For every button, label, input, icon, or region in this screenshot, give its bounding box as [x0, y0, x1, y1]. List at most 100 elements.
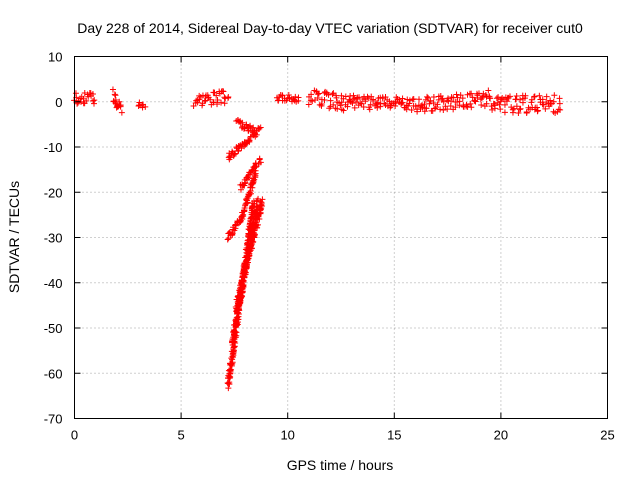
data-point	[211, 89, 218, 96]
data-point	[333, 94, 340, 101]
data-point	[227, 368, 234, 375]
data-point	[314, 91, 321, 98]
data-point	[308, 91, 315, 98]
data-point	[434, 101, 441, 108]
data-point	[501, 109, 508, 116]
data-point	[243, 140, 250, 147]
data-point	[295, 94, 302, 101]
data-point	[496, 101, 503, 108]
data-point	[229, 359, 236, 366]
data-point	[468, 90, 475, 97]
data-point	[112, 92, 119, 99]
data-point	[247, 217, 254, 224]
data-point	[416, 96, 423, 103]
data-point	[327, 97, 334, 104]
data-point	[315, 90, 322, 97]
data-point	[251, 227, 258, 234]
data-point	[258, 200, 265, 207]
data-point	[252, 160, 259, 167]
data-point	[117, 102, 124, 109]
data-point	[406, 97, 413, 104]
y-tick-label: -70	[44, 412, 63, 427]
data-point	[427, 97, 434, 104]
data-point	[459, 95, 466, 102]
data-point	[392, 100, 399, 107]
data-point	[255, 213, 262, 220]
data-point	[201, 98, 208, 105]
data-point	[225, 94, 232, 101]
data-point	[487, 95, 494, 102]
data-point	[232, 316, 239, 323]
data-point	[344, 103, 351, 110]
data-point	[456, 98, 463, 105]
data-point	[330, 101, 337, 108]
data-point	[214, 101, 221, 108]
data-point	[241, 125, 248, 132]
data-point	[249, 238, 256, 245]
data-point	[469, 94, 476, 101]
data-point	[325, 91, 332, 98]
data-point	[448, 98, 455, 105]
data-point	[292, 93, 299, 100]
data-point	[356, 94, 363, 101]
data-point	[493, 95, 500, 102]
data-point	[516, 106, 523, 113]
data-point	[374, 99, 381, 106]
data-point	[454, 94, 461, 101]
data-point	[353, 99, 360, 106]
data-point	[229, 231, 236, 238]
data-point	[556, 95, 563, 102]
data-point	[485, 87, 492, 94]
data-point	[351, 104, 358, 111]
data-point	[358, 100, 365, 107]
data-point	[495, 94, 502, 101]
data-point	[362, 98, 369, 105]
y-tick-label: -60	[44, 366, 63, 381]
x-tick-label: 15	[387, 428, 401, 443]
data-point	[321, 96, 328, 103]
x-tick-label: 0	[71, 428, 78, 443]
data-point	[250, 124, 257, 131]
data-point	[118, 109, 125, 116]
data-point	[453, 91, 460, 98]
data-point	[235, 293, 242, 300]
data-point	[366, 106, 373, 113]
data-point	[90, 97, 97, 104]
data-point	[89, 91, 96, 98]
data-point	[543, 93, 550, 100]
data-point	[452, 104, 459, 111]
data-point	[233, 305, 240, 312]
data-point	[202, 97, 209, 104]
data-point	[259, 196, 266, 203]
data-point	[285, 91, 292, 98]
data-point	[329, 91, 336, 98]
data-point	[557, 106, 564, 113]
data-point	[509, 106, 516, 113]
data-point	[517, 105, 524, 112]
data-point	[491, 102, 498, 109]
data-point	[245, 255, 252, 262]
data-point	[412, 103, 419, 110]
data-point	[408, 106, 415, 113]
data-point	[556, 100, 563, 107]
data-point	[403, 106, 410, 113]
data-point	[210, 99, 217, 106]
data-point	[213, 92, 220, 99]
data-point	[489, 106, 496, 113]
x-axis-label: GPS time / hours	[287, 457, 394, 473]
y-tick-label: -30	[44, 231, 63, 246]
data-point	[305, 101, 312, 108]
data-point	[242, 202, 249, 209]
data-point	[468, 104, 475, 111]
data-point	[221, 100, 228, 107]
data-point	[483, 100, 490, 107]
data-point	[555, 106, 562, 113]
data-point	[334, 105, 341, 112]
data-point	[517, 96, 524, 103]
data-point	[232, 150, 239, 157]
data-points	[71, 86, 564, 392]
data-point	[257, 159, 264, 166]
data-point	[497, 106, 504, 113]
data-point	[242, 179, 249, 186]
